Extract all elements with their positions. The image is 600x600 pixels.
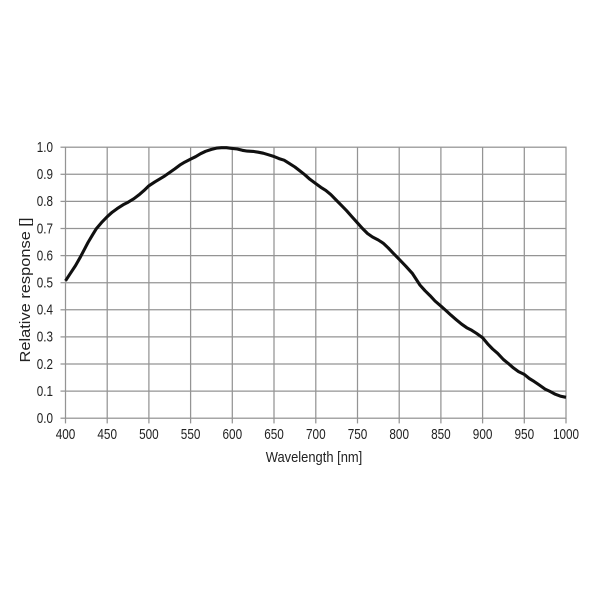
svg-text:0.8: 0.8 — [37, 193, 53, 210]
svg-text:0.9: 0.9 — [37, 166, 53, 183]
svg-text:900: 900 — [473, 426, 493, 443]
svg-text:550: 550 — [181, 426, 201, 443]
svg-text:750: 750 — [348, 426, 368, 443]
svg-text:950: 950 — [515, 426, 535, 443]
svg-text:0.1: 0.1 — [37, 383, 53, 400]
svg-text:0.3: 0.3 — [37, 329, 53, 346]
svg-text:650: 650 — [264, 426, 284, 443]
svg-text:Relative response []: Relative response [] — [17, 218, 34, 363]
svg-text:0.2: 0.2 — [37, 356, 53, 373]
svg-text:1000: 1000 — [553, 426, 579, 443]
svg-text:0.0: 0.0 — [37, 410, 53, 427]
svg-text:0.5: 0.5 — [37, 275, 53, 292]
svg-text:0.7: 0.7 — [37, 220, 53, 237]
svg-text:450: 450 — [97, 426, 117, 443]
svg-text:800: 800 — [389, 426, 409, 443]
svg-text:500: 500 — [139, 426, 159, 443]
svg-text:850: 850 — [431, 426, 451, 443]
svg-text:400: 400 — [56, 426, 76, 443]
svg-text:0.4: 0.4 — [37, 302, 53, 319]
svg-text:700: 700 — [306, 426, 326, 443]
svg-text:0.6: 0.6 — [37, 247, 53, 264]
svg-text:600: 600 — [223, 426, 243, 443]
svg-text:1.0: 1.0 — [37, 139, 53, 156]
svg-text:Wavelength [nm]: Wavelength [nm] — [266, 449, 363, 466]
